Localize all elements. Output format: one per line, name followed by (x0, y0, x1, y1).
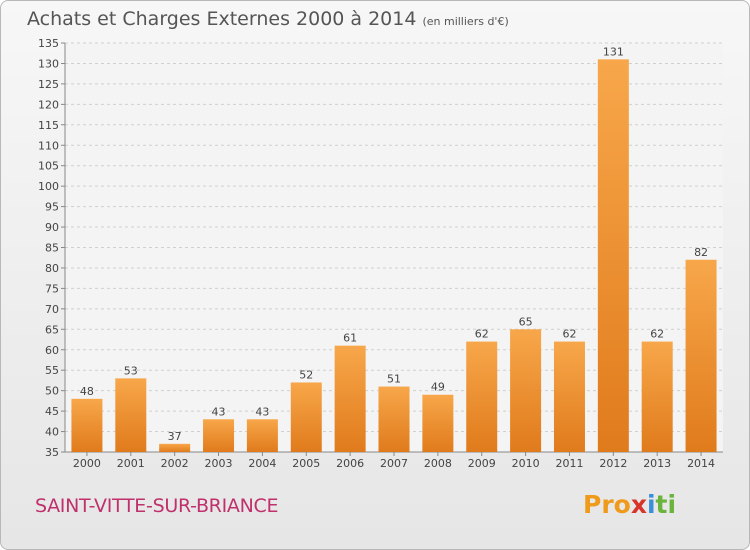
y-tick-label: 45 (45, 405, 59, 418)
bar (246, 419, 278, 452)
bar-value-label: 53 (124, 364, 138, 377)
bar-value-label: 43 (212, 405, 226, 418)
y-tick-label: 80 (45, 262, 59, 275)
bar-value-label: 82 (694, 246, 708, 259)
bar (290, 382, 322, 452)
x-tick-label: 2007 (380, 457, 408, 470)
y-tick-label: 40 (45, 426, 59, 439)
bar-value-label: 37 (168, 430, 182, 443)
x-tick-label: 2003 (205, 457, 233, 470)
bar-value-label: 131 (603, 45, 624, 58)
bar-value-label: 61 (343, 332, 357, 345)
x-tick-label: 2014 (687, 457, 715, 470)
bar-value-label: 43 (255, 405, 269, 418)
y-tick-label: 60 (45, 344, 59, 357)
y-tick-label: 100 (38, 180, 59, 193)
x-tick-label: 2001 (117, 457, 145, 470)
x-tick-label: 2009 (468, 457, 496, 470)
y-tick-label: 135 (38, 37, 59, 50)
y-tick-label: 110 (38, 139, 59, 152)
location-name: SAINT-VITTE-SUR-BRIANCE (35, 495, 279, 517)
bar (115, 378, 147, 452)
x-tick-label: 2011 (555, 457, 583, 470)
logo-part-4: ti (655, 490, 677, 519)
x-tick-label: 2013 (643, 457, 671, 470)
logo-part-3: i (646, 490, 656, 519)
bar-value-label: 62 (650, 328, 664, 341)
bar (510, 329, 542, 452)
x-tick-label: 2002 (161, 457, 189, 470)
y-tick-label: 50 (45, 385, 59, 398)
x-tick-label: 2008 (424, 457, 452, 470)
bar-value-label: 49 (431, 381, 445, 394)
bar-value-label: 62 (475, 328, 489, 341)
bar (685, 259, 717, 452)
x-tick-label: 2010 (512, 457, 540, 470)
bar (71, 398, 103, 452)
bar (466, 341, 498, 452)
y-tick-label: 85 (45, 242, 59, 255)
logo-part-1: Pro (583, 490, 631, 519)
y-tick-label: 55 (45, 364, 59, 377)
bar (159, 443, 191, 452)
y-tick-label: 95 (45, 201, 59, 214)
bar (378, 386, 410, 452)
x-tick-label: 2000 (73, 457, 101, 470)
y-tick-label: 105 (38, 160, 59, 173)
y-tick-label: 75 (45, 282, 59, 295)
x-tick-label: 2005 (292, 457, 320, 470)
y-tick-label: 35 (45, 446, 59, 459)
x-tick-label: 2004 (248, 457, 276, 470)
bar-value-label: 62 (562, 328, 576, 341)
proxiti-logo: Proxiti (583, 490, 676, 519)
bar (334, 345, 366, 452)
x-tick-label: 2006 (336, 457, 364, 470)
bar-value-label: 52 (299, 368, 313, 381)
x-tick-label: 2012 (599, 457, 627, 470)
y-tick-label: 130 (38, 57, 59, 70)
bar (641, 341, 673, 452)
y-tick-label: 70 (45, 303, 59, 316)
bar-value-label: 65 (519, 315, 533, 328)
chart-subtitle: (en milliers d'€) (422, 15, 509, 28)
y-tick-label: 90 (45, 221, 59, 234)
bar-value-label: 51 (387, 373, 401, 386)
y-tick-label: 125 (38, 78, 59, 91)
bar (203, 419, 235, 452)
y-tick-label: 120 (38, 98, 59, 111)
chart-title: Achats et Charges Externes 2000 à 2014 (27, 8, 417, 30)
bar (422, 394, 454, 452)
y-tick-label: 65 (45, 323, 59, 336)
logo-part-2: x (630, 490, 647, 519)
y-tick-label: 115 (38, 119, 59, 132)
bar (597, 59, 629, 453)
chart-title-line: Achats et Charges Externes 2000 à 2014 (e… (27, 8, 509, 30)
bar (553, 341, 585, 452)
bar-value-label: 48 (80, 385, 94, 398)
